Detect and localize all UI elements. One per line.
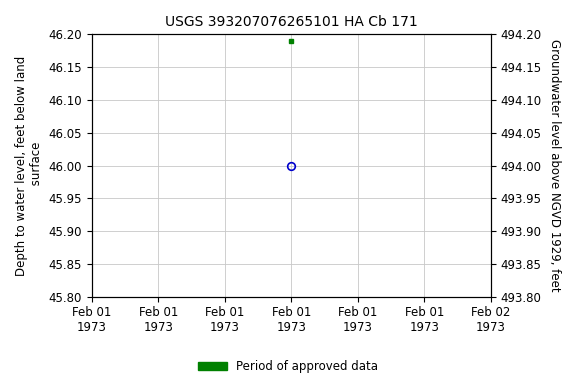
Title: USGS 393207076265101 HA Cb 171: USGS 393207076265101 HA Cb 171 bbox=[165, 15, 418, 29]
Y-axis label: Groundwater level above NGVD 1929, feet: Groundwater level above NGVD 1929, feet bbox=[548, 39, 561, 292]
Legend: Period of approved data: Period of approved data bbox=[193, 356, 383, 378]
Y-axis label: Depth to water level, feet below land
 surface: Depth to water level, feet below land su… bbox=[15, 55, 43, 276]
